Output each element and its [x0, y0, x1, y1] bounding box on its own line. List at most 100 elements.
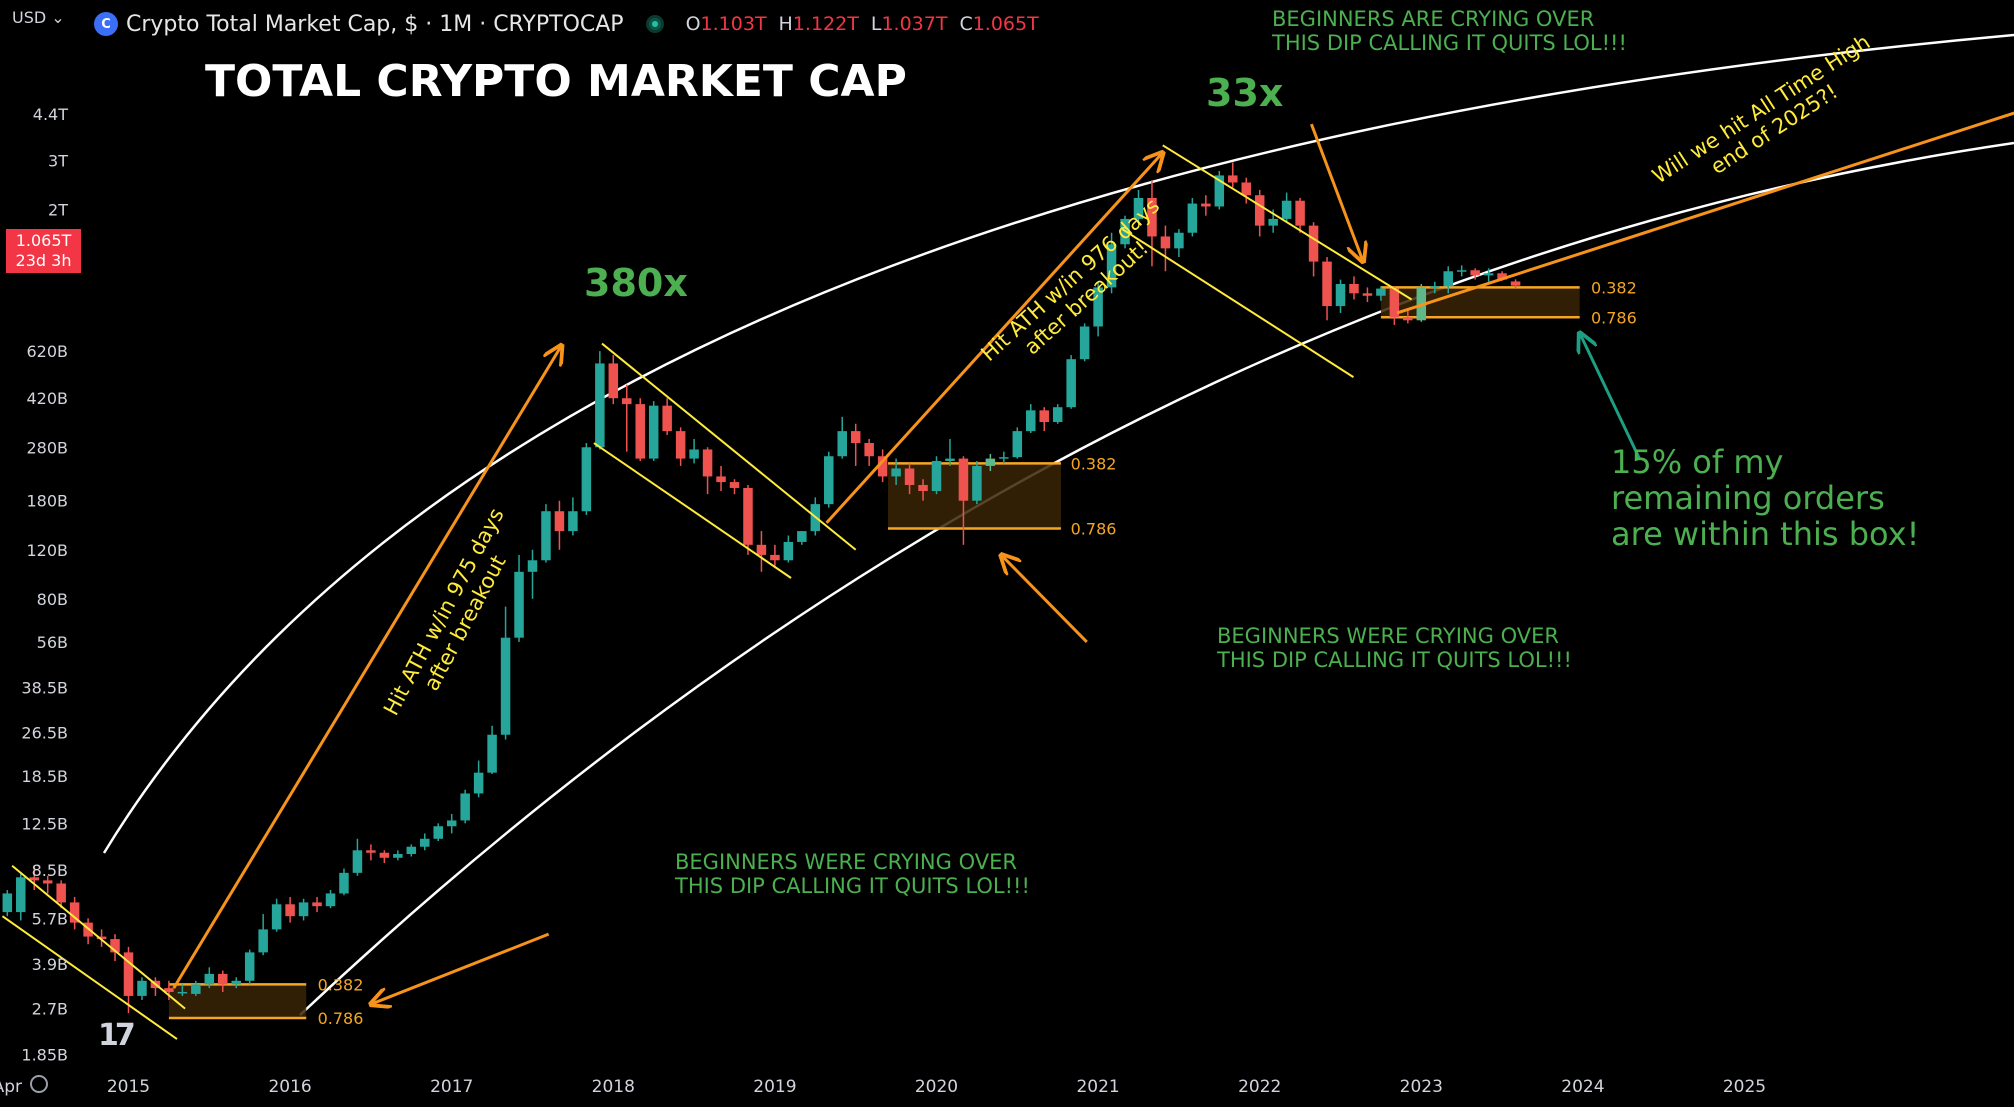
y-tick-label: 1.85B [21, 1045, 68, 1064]
dip-note-2015-line: THIS DIP CALLING IT QUITS LOL!!! [674, 874, 1030, 898]
current-price-value: 1.065T [15, 231, 72, 250]
dip-arrow-2022 [1310, 123, 1363, 261]
candle-body [1254, 195, 1265, 226]
candle-body [393, 853, 403, 858]
candle [1430, 281, 1440, 294]
dip-note-2015-line: BEGINNERS WERE CRYING OVER [675, 850, 1017, 874]
symbol-title[interactable]: Crypto Total Market Cap, $ · 1M · CRYPTO… [126, 11, 624, 37]
candle [716, 465, 726, 492]
ohlc-close-key: C [959, 13, 973, 35]
candle [1349, 276, 1359, 300]
candle [1322, 257, 1332, 321]
candle-body [339, 872, 349, 894]
candle-body [29, 877, 39, 881]
trend-line-2 [1, 915, 178, 1040]
candle [1174, 229, 1184, 258]
candle-body [191, 984, 201, 994]
candle-body [1322, 261, 1332, 307]
candle-body [1228, 175, 1238, 183]
candle-body [487, 734, 497, 773]
candle [1147, 180, 1157, 267]
candle [608, 355, 619, 405]
candle-body [1026, 410, 1036, 432]
candle-body [1133, 197, 1144, 219]
candle-body [460, 793, 470, 821]
candle [1389, 286, 1400, 325]
tradingview-logo-icon[interactable]: 17 [98, 1018, 136, 1053]
candle [433, 823, 443, 841]
candle [1281, 192, 1292, 223]
y-tick-label: 5.7B [32, 909, 68, 928]
candle-body [702, 449, 713, 477]
candle [137, 977, 147, 1001]
x-tick-label: 2021 [1076, 1077, 1119, 1097]
fib-box-3 [1380, 287, 1580, 318]
candle-body [42, 880, 53, 884]
y-tick-label: 26.5B [21, 723, 68, 742]
candle [850, 423, 861, 466]
y-tick-label: 12.5B [21, 814, 68, 833]
candle [1026, 404, 1036, 434]
candle-body [1147, 197, 1157, 237]
candle-body [1349, 283, 1359, 294]
candle-body [1241, 182, 1251, 196]
candle-body [1093, 287, 1103, 327]
candle-body [541, 511, 551, 561]
candle [904, 463, 915, 495]
candle-body [1430, 286, 1440, 288]
candle-body [985, 458, 996, 466]
dip-note-2020-line: BEGINNERS WERE CRYING OVER [1217, 624, 1559, 648]
settings-gear-icon[interactable] [30, 1075, 48, 1093]
candle-body [1160, 236, 1171, 249]
future-ath-arrow [1396, 111, 2014, 315]
candle-body [770, 554, 780, 561]
future-ath-label-line: Will we hit All Time High [1648, 30, 1874, 189]
ohlc-close-value: 1.065T [972, 13, 1039, 35]
candle [1093, 281, 1103, 337]
currency-selector[interactable]: USD ⌄ [12, 8, 65, 27]
candle [595, 351, 605, 450]
x-tick-label: 2017 [430, 1077, 473, 1097]
candle [366, 844, 376, 861]
candle-body [1281, 200, 1292, 219]
candle [473, 760, 484, 798]
x-tick-label: 2022 [1238, 1077, 1281, 1097]
candle-body [1295, 200, 1305, 226]
y-tick-label: 18.5B [21, 767, 68, 786]
candle-body [716, 476, 726, 483]
candle-body [16, 877, 26, 913]
candle-body [406, 846, 417, 854]
trend-line-5 [1162, 144, 1413, 301]
candle [1295, 197, 1305, 233]
candle-body [581, 447, 592, 512]
candle [1187, 197, 1198, 237]
candle [729, 479, 740, 495]
fib-label-786-3: 0.786 [1591, 308, 1637, 327]
trend-line-6 [1121, 228, 1354, 378]
candle-body [352, 850, 363, 873]
y-tick-label: 2.7B [32, 1000, 68, 1019]
candle-body [514, 571, 524, 638]
x-tick-label: 2016 [268, 1077, 311, 1097]
fib-label-786-2: 0.786 [1071, 520, 1117, 539]
candle [891, 458, 901, 485]
candle-body [285, 904, 295, 917]
candle [1483, 268, 1494, 282]
candle [1335, 279, 1346, 313]
candle-body [689, 449, 699, 459]
orders-note-line: 15% of my [1611, 443, 1783, 481]
candle-body [1335, 283, 1346, 307]
candle-body [931, 460, 942, 492]
trend-line-3 [601, 342, 857, 551]
candle-body [325, 893, 336, 907]
cryptocap-logo-icon: C [94, 12, 118, 36]
candle [1443, 266, 1453, 294]
candle-body [1362, 293, 1373, 296]
candle [635, 398, 645, 461]
candle-body [622, 398, 632, 405]
candle [42, 875, 53, 894]
candle-body [945, 458, 955, 461]
y-tick-label: 3.9B [32, 955, 68, 974]
orders-arrow [1580, 333, 1641, 460]
